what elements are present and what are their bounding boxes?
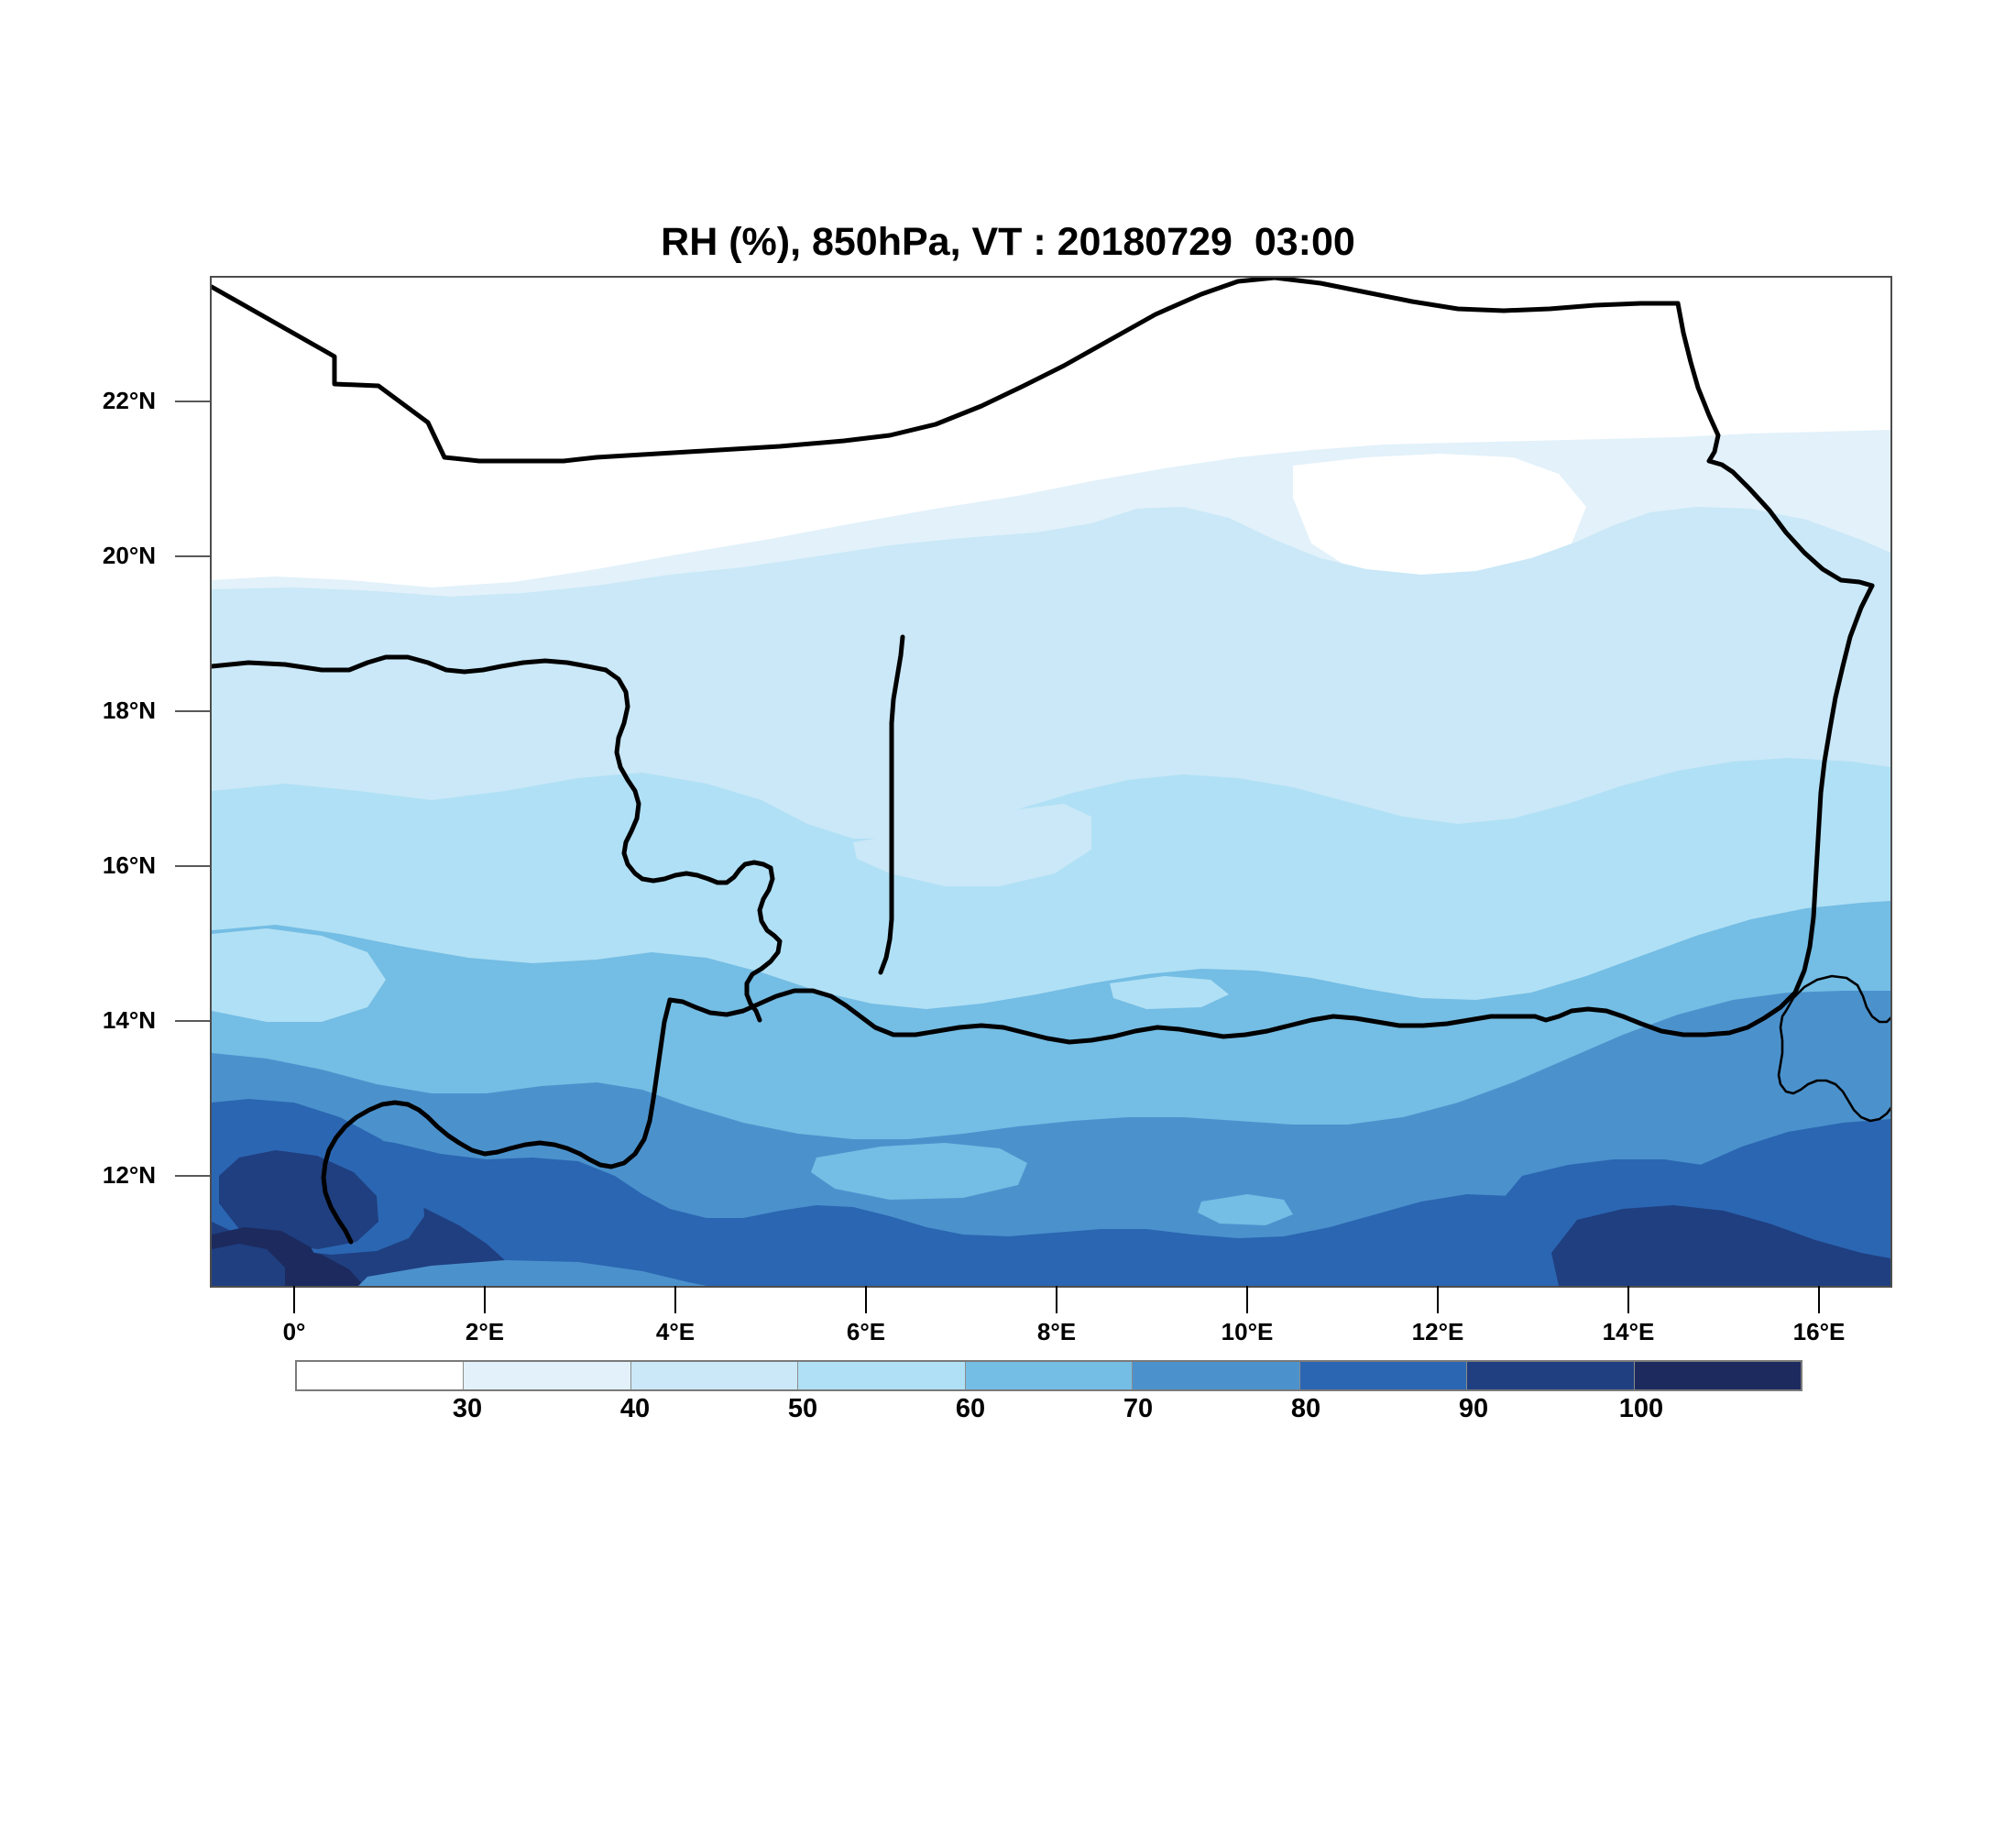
border-chad-niger-south — [1532, 1006, 1732, 1037]
xtick-label-0: 0° — [282, 1318, 306, 1345]
ytick-label-18N: 18°N — [102, 697, 156, 724]
border-burkina-south — [744, 865, 783, 1023]
xtick-label-8E: 8°E — [1036, 1318, 1077, 1345]
colorbar-label-40: 40 — [619, 1394, 651, 1423]
border-mali-burkina — [603, 667, 645, 882]
xtick-mark-2E — [484, 1286, 486, 1313]
colorbar-label-80: 80 — [1290, 1394, 1321, 1423]
xtick-mark-12E — [1437, 1286, 1439, 1313]
border-benin-burkina — [321, 1100, 411, 1245]
xtick-mark-6E — [865, 1286, 867, 1313]
xtick-label-6E: 6°E — [846, 1318, 886, 1345]
xtick-mark-8E — [1056, 1286, 1057, 1313]
ytick-label-16N: 16°N — [102, 851, 156, 879]
colorbar-cell-8[interactable] — [1633, 1362, 1801, 1389]
xtick-label-2E: 2°E — [465, 1318, 505, 1345]
border-niger-north — [561, 278, 1277, 464]
border-burkina-east — [640, 860, 773, 885]
colorbar-cell-6[interactable] — [1298, 1362, 1467, 1389]
contour-band-40-50-east-lobe — [1678, 608, 1890, 708]
colorbar-cell-0[interactable] — [297, 1362, 464, 1389]
border-libya-chad — [1675, 301, 1875, 588]
ytick-label-20N: 20°N — [102, 542, 156, 569]
map-plot-area[interactable] — [210, 276, 1892, 1288]
map-contour-svg — [212, 278, 1890, 1286]
border-niger-nigeria — [667, 988, 1538, 1045]
border-burkina-niger — [405, 1102, 583, 1157]
border-mali-algeria — [212, 284, 566, 464]
contour-pocket-mid-2 — [1198, 1194, 1293, 1225]
contour-pocket-mid-south-1 — [1110, 976, 1229, 1009]
page-title: RH (%), 850hPa, VT : 20180729 03:00 — [661, 220, 1355, 264]
se-dark-core-2 — [1551, 1205, 1890, 1286]
border-niger-mali-vertical — [878, 720, 894, 975]
colorbar-cell-7[interactable] — [1466, 1362, 1634, 1389]
ytick-mark-22N — [175, 401, 210, 402]
xtick-label-12E: 12°E — [1411, 1318, 1464, 1345]
xtick-mark-10E — [1246, 1286, 1248, 1313]
xtick-mark-4E — [674, 1286, 676, 1313]
ytick-label-12N: 12°N — [102, 1161, 156, 1189]
colorbar-cell-4[interactable] — [964, 1362, 1133, 1389]
ytick-label-22N: 22°N — [102, 387, 156, 414]
ytick-mark-16N — [175, 865, 210, 867]
contour-pocket-west — [212, 928, 386, 1022]
ytick-mark-12N — [175, 1175, 210, 1177]
contour-band-80-90 — [212, 1119, 1890, 1286]
xtick-label-14E: 14°E — [1602, 1318, 1655, 1345]
colorbar-label-70: 70 — [1123, 1394, 1154, 1423]
border-chad-niger — [1726, 583, 1875, 1036]
border-niger-benin — [577, 997, 673, 1169]
colorbar-cell-3[interactable] — [797, 1362, 965, 1389]
colorbar-label-60: 60 — [955, 1394, 986, 1423]
colorbar-label-100: 100 — [1618, 1394, 1664, 1423]
colorbar-cell-2[interactable] — [630, 1362, 798, 1389]
ytick-mark-14N — [175, 1020, 210, 1022]
border-niger-mali-vertical-top — [889, 634, 905, 726]
contour-pocket-mid-1 — [811, 1143, 1027, 1200]
sw-corner-deep — [212, 1244, 285, 1286]
colorbar-cell-5[interactable] — [1132, 1362, 1299, 1389]
south-plateau — [358, 1260, 707, 1286]
xtick-label-4E: 4°E — [655, 1318, 696, 1345]
xtick-mark-14E — [1627, 1286, 1629, 1313]
xtick-label-10E: 10°E — [1221, 1318, 1274, 1345]
contour-pocket-central — [853, 804, 1091, 886]
ytick-mark-18N — [175, 710, 210, 712]
ytick-mark-20N — [175, 555, 210, 557]
country-borders — [212, 278, 1890, 1245]
ytick-label-14N: 14°N — [102, 1006, 156, 1034]
lake-chad-outline — [1777, 974, 1890, 1123]
dry-intrusion-north — [1293, 454, 1586, 587]
colorbar[interactable] — [295, 1360, 1802, 1391]
border-libya — [1272, 278, 1681, 313]
colorbar-label-50: 50 — [787, 1394, 818, 1423]
colorbar-label-30: 30 — [452, 1394, 483, 1423]
xtick-mark-16E — [1818, 1286, 1820, 1313]
colorbar-label-90: 90 — [1458, 1394, 1489, 1423]
xtick-mark-0 — [293, 1286, 295, 1313]
colorbar-cell-1[interactable] — [463, 1362, 630, 1389]
xtick-label-16E: 16°E — [1792, 1318, 1846, 1345]
border-mali-niger — [212, 654, 608, 675]
